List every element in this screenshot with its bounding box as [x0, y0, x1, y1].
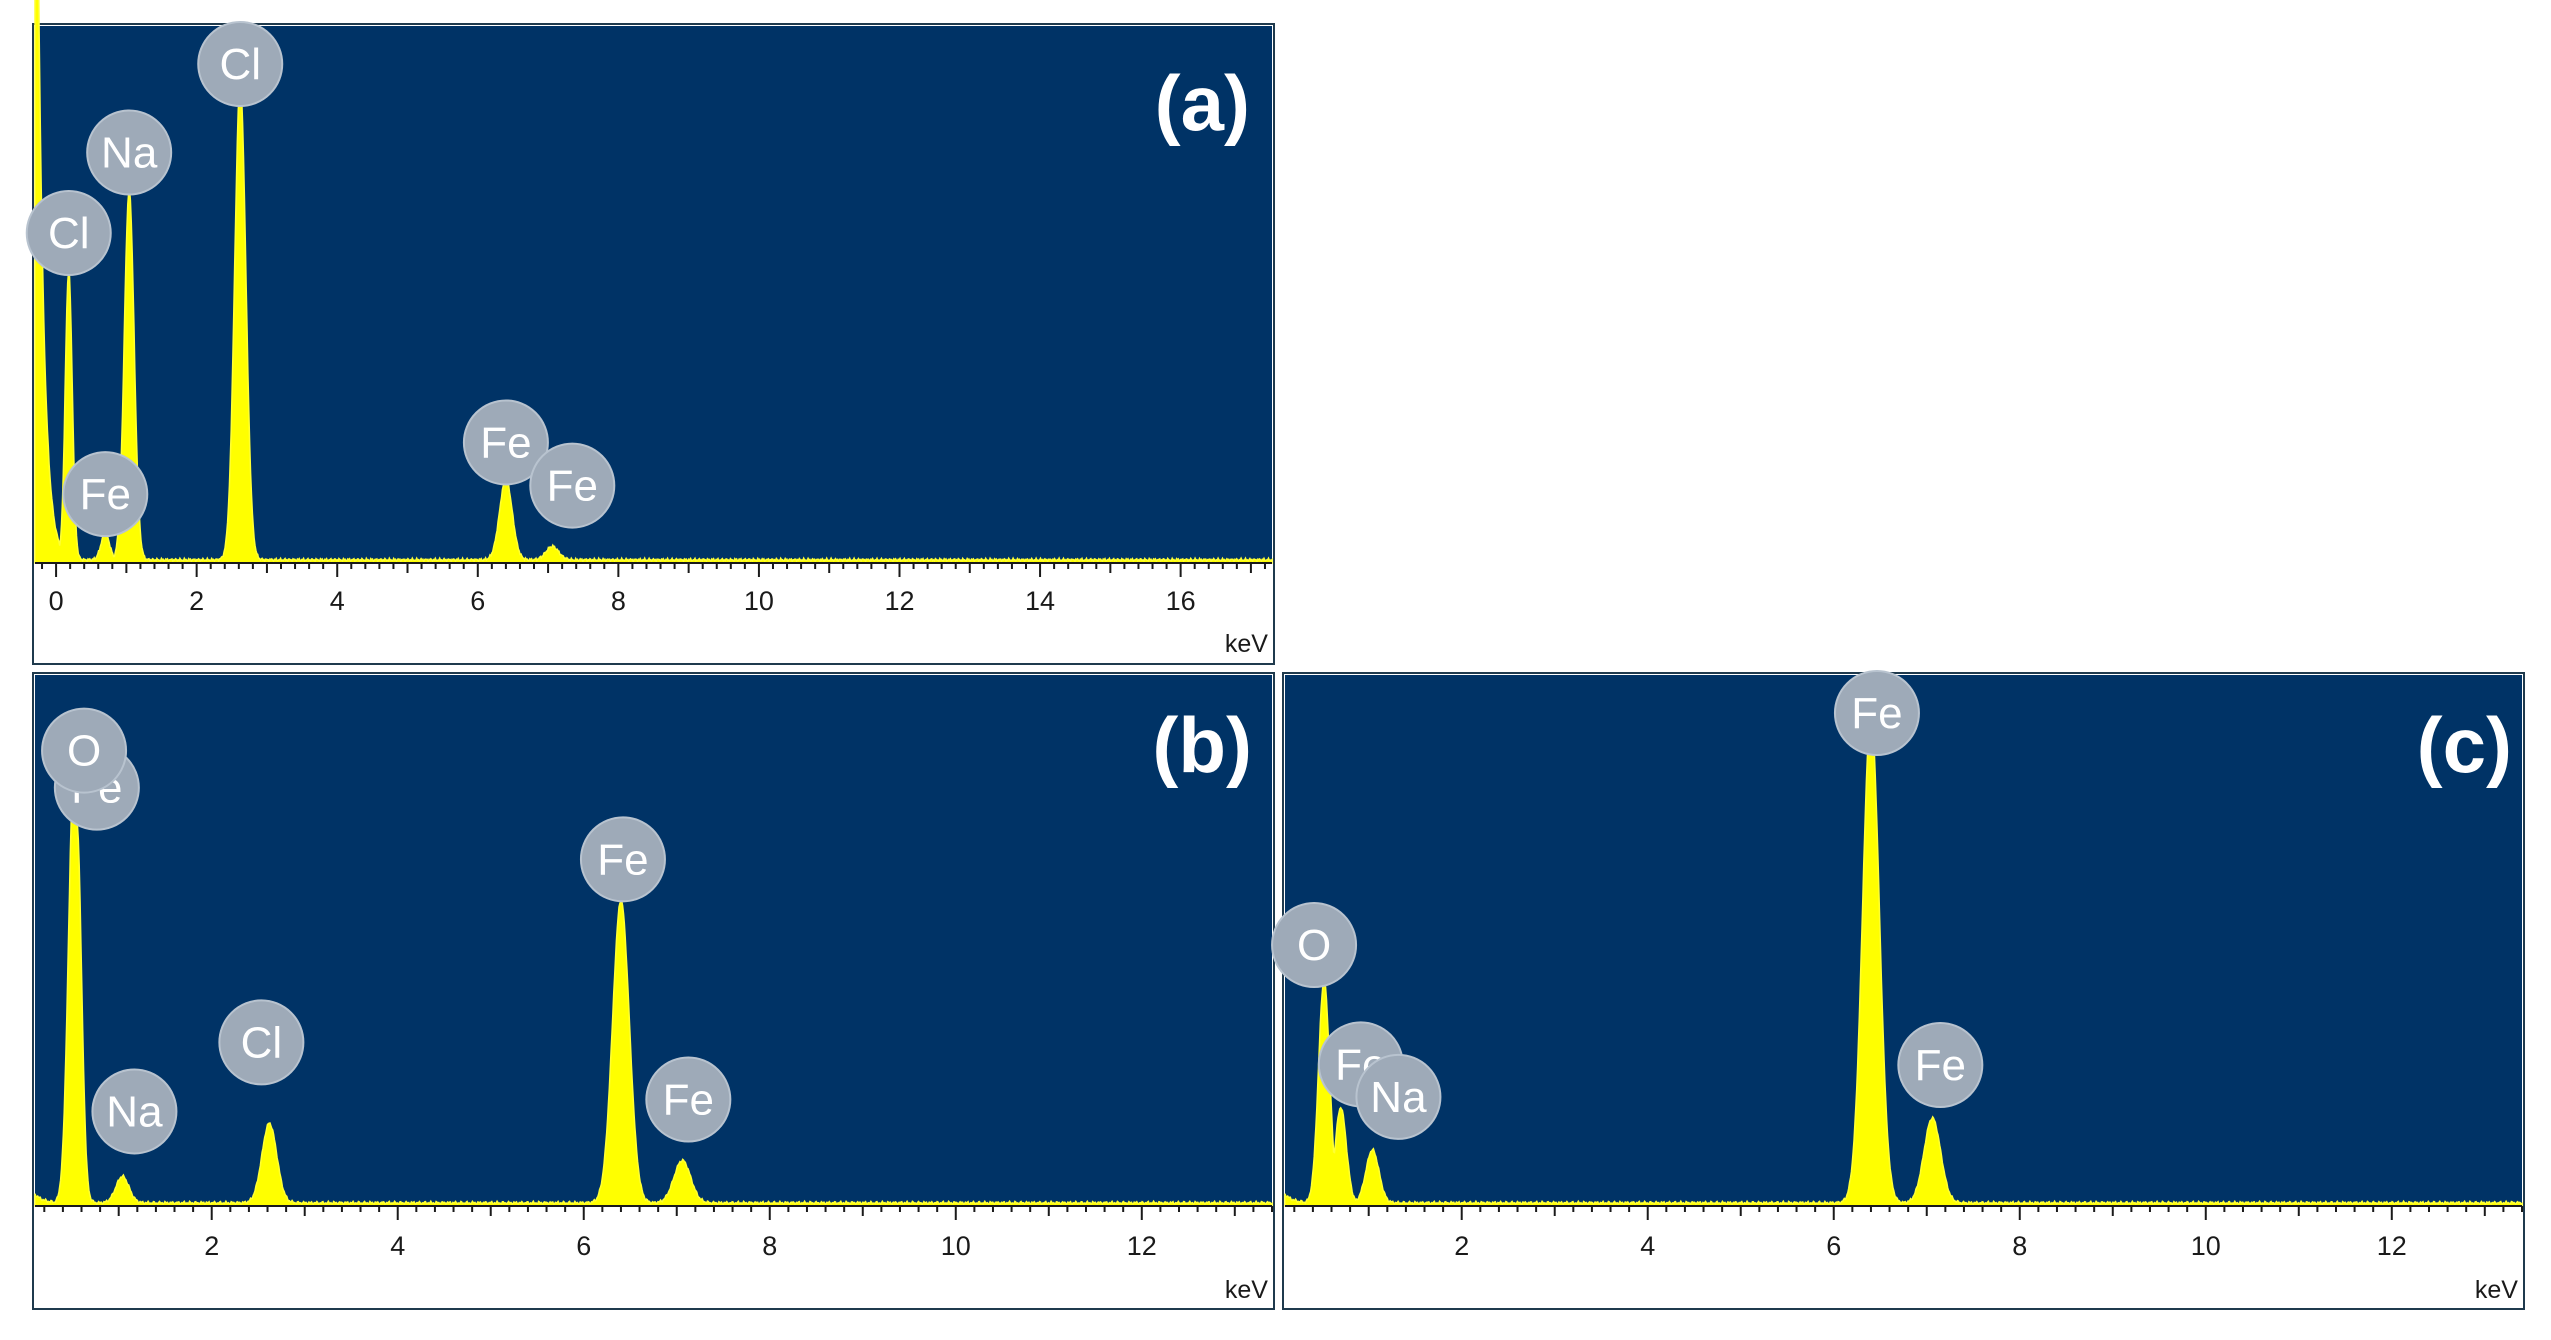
peak-label-fe: Fe: [529, 442, 616, 529]
panel-c-unit-label: keV: [2475, 1276, 2518, 1304]
peak-label-badge: [218, 999, 305, 1086]
peak-label-badge: [62, 451, 149, 538]
panel-c-ticks: 2 4 6 8 10 12: [1293, 1206, 2523, 1261]
peak-label-badge: [1355, 1053, 1442, 1140]
peak-label-fe: Fe: [462, 399, 549, 486]
peak-label-badge: [91, 1068, 178, 1155]
peak-label-badge: [197, 21, 284, 107]
x-tick-label: 2: [1454, 1231, 1469, 1261]
panel-b-spectrum-trace: [34, 767, 1273, 1207]
x-tick-label: 10: [941, 1231, 971, 1261]
peak-label-text: Fe: [480, 418, 531, 467]
peak-label-fe: Fe: [1833, 670, 1920, 756]
x-tick-label: 8: [611, 586, 626, 616]
panel-c-label: (c): [2417, 701, 2512, 789]
peak-label-badge: [645, 1056, 732, 1143]
peak-label-badge: [25, 190, 112, 277]
peak-label-o: O: [1271, 901, 1358, 988]
peak-label-badge: [462, 399, 549, 486]
peak-label-badge: [1897, 1022, 1984, 1109]
peak-label-fe: Fe: [645, 1056, 732, 1143]
peak-label-na: Na: [91, 1068, 178, 1155]
peak-label-badge: [529, 442, 616, 529]
x-tick-label: 8: [762, 1231, 777, 1261]
x-tick-label: 14: [1025, 586, 1055, 616]
peak-label-text: Na: [106, 1087, 163, 1136]
x-tick-label: 6: [470, 586, 485, 616]
peak-label-text: Cl: [241, 1018, 283, 1067]
peak-label-text: O: [1297, 921, 1331, 970]
peak-label-fe: Fe: [579, 816, 666, 903]
panel-a-unit-label: keV: [1225, 630, 1268, 658]
x-tick-label: 4: [1640, 1231, 1655, 1261]
panel-b-ticks: 2 4 6 8 10 12: [43, 1206, 1273, 1261]
peak-label-cl: Cl: [218, 999, 305, 1086]
x-tick-label: 0: [49, 586, 64, 616]
peak-label-text: Fe: [663, 1076, 714, 1125]
peak-label-fe: Fe: [62, 451, 149, 538]
panel-b-label: (b): [1152, 701, 1252, 789]
x-tick-label: 6: [576, 1231, 591, 1261]
peak-label-badge: [41, 707, 128, 794]
peak-label-badge: [1833, 670, 1920, 756]
peak-label-text: Cl: [219, 40, 261, 89]
peak-label-text: Na: [1370, 1073, 1427, 1122]
x-tick-label: 12: [884, 586, 914, 616]
peak-label-text: Fe: [597, 835, 648, 884]
x-tick-label: 10: [2191, 1231, 2221, 1261]
peak-label-o: O: [41, 707, 128, 794]
peak-label-text: Fe: [1851, 689, 1902, 738]
panel-b-spectrum: [34, 767, 1273, 1207]
panel-a-ticks: 0 2 4 6 8 10 12 14 16: [41, 563, 1266, 616]
peak-label-text: Fe: [80, 470, 131, 519]
peak-label-badge: [579, 816, 666, 903]
peak-label-cl: Cl: [197, 21, 284, 107]
panel-a-plot-area: [35, 26, 1272, 563]
peak-label-fe: Fe: [1897, 1022, 1984, 1109]
x-tick-label: 10: [744, 586, 774, 616]
x-tick-label: 2: [204, 1231, 219, 1261]
peak-label-cl: Cl: [25, 190, 112, 277]
peak-label-text: Fe: [547, 462, 598, 511]
peak-label-na: Na: [86, 109, 173, 196]
panel-c-spectrum-trace: [1284, 714, 2523, 1207]
peak-label-text: Cl: [48, 209, 90, 258]
peak-label-badge: [86, 109, 173, 196]
x-tick-label: 12: [2377, 1231, 2407, 1261]
peak-label-text: O: [67, 727, 101, 776]
x-tick-label: 4: [330, 586, 345, 616]
peak-label-na: Na: [1355, 1053, 1442, 1140]
panel-b-unit-label: keV: [1225, 1276, 1268, 1304]
x-tick-label: 4: [390, 1231, 405, 1261]
peak-label-text: Na: [101, 128, 158, 177]
x-tick-label: 16: [1166, 586, 1196, 616]
peak-label-text: Fe: [1915, 1041, 1966, 1090]
panel-c-plot-area: [1285, 675, 2522, 1206]
panel-b-plot-area: [35, 675, 1272, 1206]
x-tick-label: 6: [1826, 1231, 1841, 1261]
panel-c-spectrum: [1284, 714, 2523, 1207]
panel-a-label: (a): [1155, 59, 1250, 147]
peak-label-badge: [1271, 901, 1358, 988]
x-tick-label: 8: [2012, 1231, 2027, 1261]
panel-b-peak-labels: FeONaClFeFe: [41, 707, 732, 1155]
x-tick-label: 12: [1127, 1231, 1157, 1261]
x-tick-label: 2: [189, 586, 204, 616]
